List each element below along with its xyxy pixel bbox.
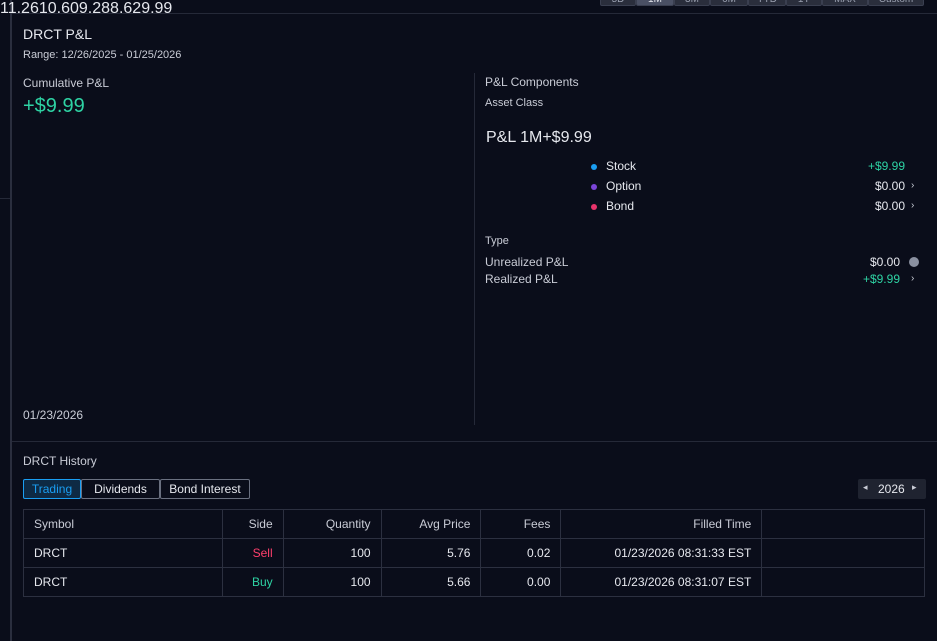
table-cell: DRCT [23,567,223,597]
table-cell: 0.02 [480,538,562,568]
type-value: $0.00 [869,255,900,269]
table-cell: 100 [282,567,382,597]
chevron: › [911,273,915,284]
empty-cell [761,538,925,568]
history-table: Symbol Side Quantity Avg Price Fees Filled Ti… [23,509,925,597]
y-tick-label: 10.60 [38,0,79,17]
year: 2026 [878,482,905,496]
table-cell: 0.00 [480,567,562,597]
period-tab[interactable]: YTD [748,0,786,6]
period-tab[interactable]: 1Y [786,0,822,6]
table-cell: Buy [221,567,284,597]
column-header: Symbol [23,509,223,539]
legend-dot [591,204,597,210]
left-tick [0,198,10,199]
donut-value: +$9.99 [542,129,592,146]
column-header: Side [221,509,284,539]
table-cell: 01/23/2026 08:31:07 EST [560,567,763,597]
cumulative-chart: 11.2610.609.288.629.99 [0,0,172,18]
period-tab[interactable]: 6M [710,0,748,6]
components-title: P&L Components [485,75,579,89]
asset-name: Stock [606,159,637,173]
y-tick-label: 8.62 [110,0,142,17]
year-prev: ◂ [863,482,868,492]
column-header: Quantity [282,509,382,539]
legend-dot [591,164,597,170]
table-cell: DRCT [23,538,223,568]
left-border [10,0,12,641]
table-cell: 100 [282,538,382,568]
empty-cell [761,567,925,597]
chart-date: 01/23/2026 [23,408,84,422]
asset-value: $0.00 [874,199,905,213]
column-header: Fees [480,509,562,539]
asset-value: $0.00 [874,179,905,193]
period-tab[interactable]: Custom [868,0,924,6]
column-header: Avg Price [380,509,482,539]
history-tab[interactable]: Trading [23,479,81,499]
cumulative-label: Cumulative P&L [23,76,110,90]
chevron: › [911,200,915,211]
range: Range: 12/26/2025 - 01/25/2026 [23,49,182,61]
period-tab[interactable]: 5D [600,0,636,6]
type-value: +$9.99 [862,272,900,286]
top-border [12,13,937,14]
period-tab[interactable]: 3M [674,0,710,6]
donut-label: P&L 1M [486,129,543,146]
history-tab[interactable]: Bond Interest [160,479,250,499]
y-tick-label: 11.26 [0,0,39,17]
asset-class-label: Asset Class [485,97,544,109]
info-icon [909,257,919,267]
table-cell: 5.66 [380,567,482,597]
header-row: Symbol Side Quantity Avg Price Fees Filled Ti… [23,509,925,539]
donut: P&L 1M+$9.99 [486,129,592,147]
table-row[interactable]: DRCT Buy 100 5.66 0.00 01/23/2026 08:31:07 ES… [23,567,925,597]
history-tab[interactable]: Dividends [81,479,160,499]
type-name: Unrealized P&L [485,255,569,269]
asset-name: Option [606,179,642,193]
period-tab[interactable]: 1M [636,0,674,6]
type-name: Realized P&L [485,272,558,286]
year-picker [858,479,926,499]
table-cell: 01/23/2026 08:31:33 EST [560,538,763,568]
chevron: › [911,180,915,191]
column-header: Filled Time [560,509,763,539]
table-row[interactable]: DRCT Sell 100 5.76 0.02 01/23/2026 08:31:33 E… [23,538,925,568]
y-tick-label: 9.28 [78,0,111,17]
empty-column [761,509,925,539]
asset-name: Bond [606,199,635,213]
current-value-label: 9.99 [141,0,173,17]
table-cell: Sell [221,538,284,568]
legend-dot [591,184,597,190]
title: DRCT P&L [23,26,92,42]
cumulative-value: +$9.99 [23,95,85,117]
divider-horizontal [12,441,937,442]
table-cell: 5.76 [380,538,482,568]
history-title: DRCT History [23,454,97,468]
divider-vertical [474,73,475,425]
asset-value: +$9.99 [867,159,905,173]
year-next: ▸ [912,482,917,492]
period-tab[interactable]: MAX [822,0,868,6]
type-label: Type [485,235,509,247]
